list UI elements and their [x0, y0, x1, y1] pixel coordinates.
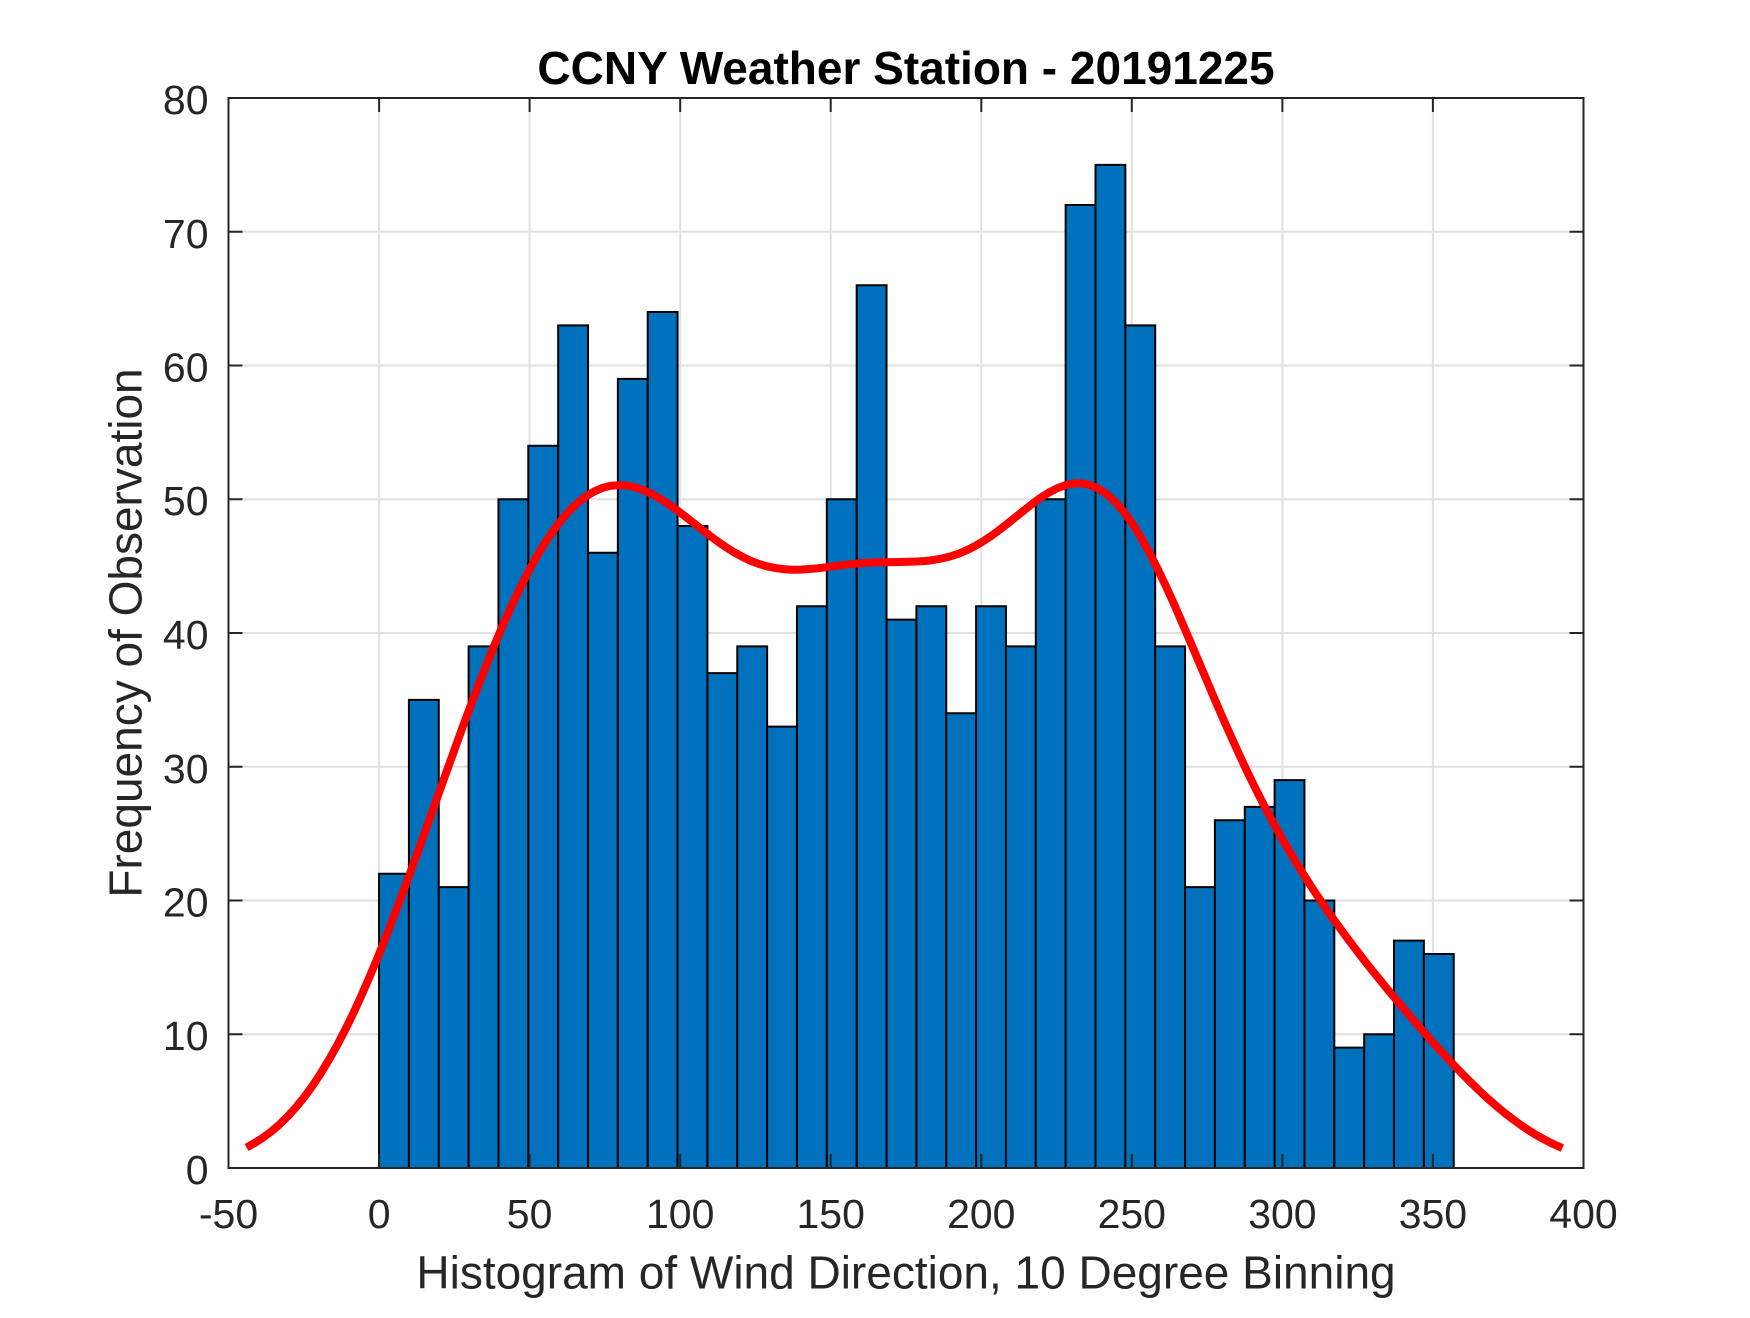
svg-text:350: 350	[1399, 1191, 1467, 1237]
svg-text:50: 50	[507, 1191, 553, 1237]
svg-text:20: 20	[163, 880, 209, 926]
svg-text:30: 30	[163, 746, 209, 792]
svg-text:250: 250	[1098, 1191, 1166, 1237]
svg-text:Histogram of Wind Direction, 1: Histogram of Wind Direction, 10 Degree B…	[416, 1247, 1395, 1299]
svg-text:400: 400	[1549, 1191, 1617, 1237]
svg-text:200: 200	[947, 1191, 1015, 1237]
svg-text:100: 100	[646, 1191, 714, 1237]
svg-text:CCNY Weather Station - 2019122: CCNY Weather Station - 20191225	[537, 42, 1274, 94]
svg-text:-50: -50	[199, 1191, 258, 1237]
svg-text:10: 10	[163, 1013, 209, 1059]
svg-text:40: 40	[163, 612, 209, 658]
svg-text:60: 60	[163, 345, 209, 391]
svg-text:0: 0	[186, 1147, 209, 1193]
svg-text:70: 70	[163, 211, 209, 257]
svg-text:300: 300	[1248, 1191, 1316, 1237]
svg-text:50: 50	[163, 478, 209, 524]
svg-text:150: 150	[796, 1191, 864, 1237]
svg-text:80: 80	[163, 77, 209, 123]
svg-text:Frequency of Observation: Frequency of Observation	[100, 368, 152, 897]
svg-text:0: 0	[368, 1191, 391, 1237]
